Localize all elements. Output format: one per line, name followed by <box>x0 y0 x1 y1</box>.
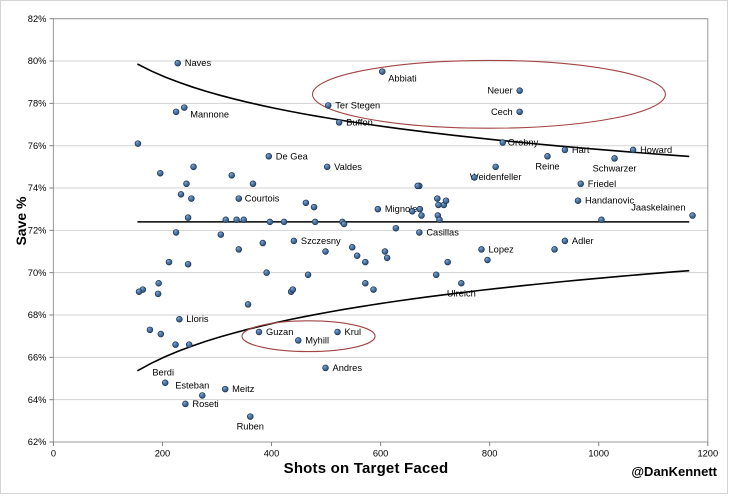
svg-text:Hart: Hart <box>572 145 590 155</box>
svg-text:0: 0 <box>51 449 56 459</box>
svg-text:Orobny: Orobny <box>508 138 539 148</box>
svg-text:Buffon: Buffon <box>346 117 373 127</box>
svg-text:Mannone: Mannone <box>190 110 229 120</box>
svg-text:Valdes: Valdes <box>334 162 362 172</box>
svg-text:Lloris: Lloris <box>186 314 209 324</box>
svg-text:Weidenfeller: Weidenfeller <box>470 172 522 182</box>
svg-text:Myhill: Myhill <box>305 335 329 345</box>
svg-text:76%: 76% <box>28 141 47 151</box>
svg-text:Casillas: Casillas <box>426 227 459 237</box>
svg-text:1200: 1200 <box>697 449 718 459</box>
svg-text:Szczesny: Szczesny <box>301 236 341 246</box>
svg-text:Roseti: Roseti <box>192 399 218 409</box>
svg-text:80%: 80% <box>28 56 47 66</box>
svg-text:Berdi: Berdi <box>152 368 174 378</box>
svg-text:600: 600 <box>373 449 389 459</box>
svg-text:74%: 74% <box>28 183 47 193</box>
svg-text:64%: 64% <box>28 395 47 405</box>
svg-text:Reine: Reine <box>535 161 559 171</box>
svg-text:68%: 68% <box>28 310 47 320</box>
svg-text:66%: 66% <box>28 353 47 363</box>
svg-text:Krul: Krul <box>345 327 362 337</box>
svg-text:78%: 78% <box>28 99 47 109</box>
svg-text:Lopez: Lopez <box>488 244 514 254</box>
svg-text:Adler: Adler <box>572 236 594 246</box>
svg-text:Friedel: Friedel <box>588 179 616 189</box>
svg-text:Meitz: Meitz <box>232 384 255 394</box>
svg-text:200: 200 <box>155 449 171 459</box>
svg-text:Ruben: Ruben <box>237 422 264 432</box>
svg-text:82%: 82% <box>28 14 47 24</box>
svg-text:Schwarzer: Schwarzer <box>593 163 637 173</box>
svg-text:Howard: Howard <box>640 145 672 155</box>
svg-text:Esteban: Esteban <box>175 380 209 390</box>
svg-text:1000: 1000 <box>588 449 609 459</box>
svg-text:70%: 70% <box>28 268 47 278</box>
svg-text:Andres: Andres <box>333 363 363 373</box>
svg-text:Abbiati: Abbiati <box>388 74 416 84</box>
svg-text:Cech: Cech <box>491 107 513 117</box>
svg-text:62%: 62% <box>28 437 47 447</box>
svg-text:Jaaskelainen: Jaaskelainen <box>631 203 685 213</box>
svg-text:Naves: Naves <box>185 58 212 68</box>
svg-text:Courtois: Courtois <box>245 194 280 204</box>
svg-text:Ter Stegen: Ter Stegen <box>335 100 380 110</box>
svg-text:Guzan: Guzan <box>266 327 293 337</box>
svg-text:Ulreich: Ulreich <box>447 288 476 298</box>
svg-text:72%: 72% <box>28 226 47 236</box>
svg-text:De Gea: De Gea <box>276 151 309 161</box>
svg-text:Neuer: Neuer <box>487 86 512 96</box>
svg-text:Handanovic: Handanovic <box>585 196 634 206</box>
svg-text:400: 400 <box>264 449 280 459</box>
svg-text:800: 800 <box>482 449 498 459</box>
